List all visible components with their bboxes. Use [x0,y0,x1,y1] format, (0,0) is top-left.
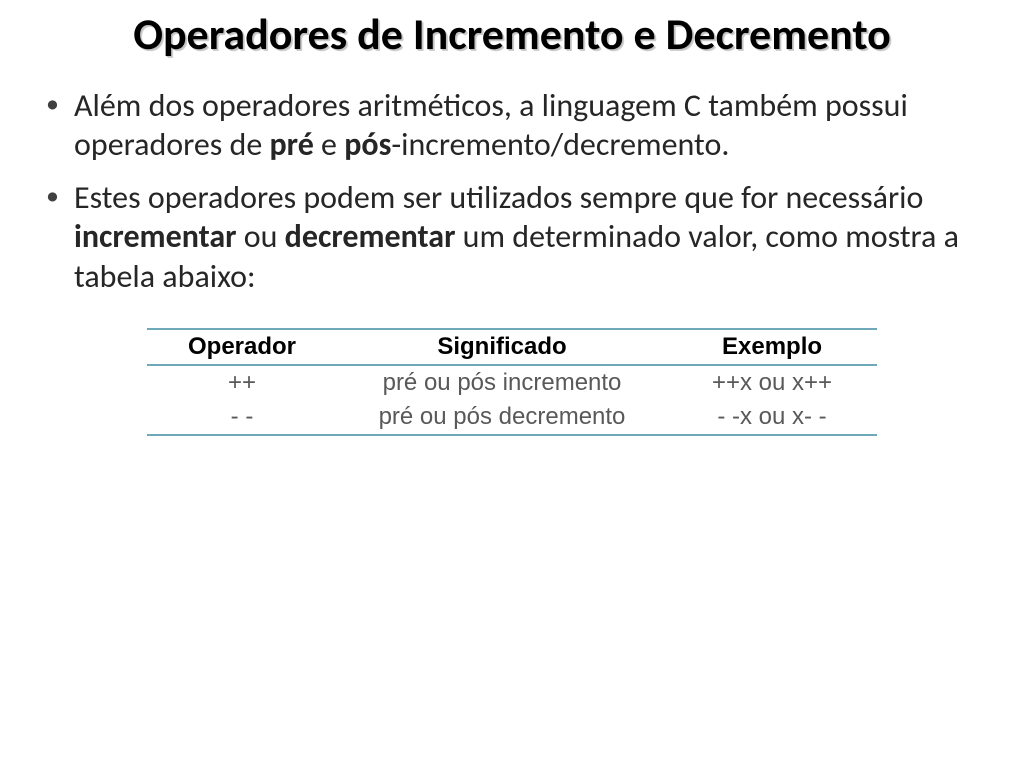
operators-table: Operador Significado Exemplo ++ pré ou p… [147,328,877,436]
table-header-row: Operador Significado Exemplo [147,329,877,365]
col-header-significado: Significado [337,329,667,365]
col-header-operador: Operador [147,329,337,365]
cell-significado: pré ou pós incremento [337,365,667,400]
table-row: ++ pré ou pós incremento ++x ou x++ [147,365,877,400]
bullet-item: Estes operadores podem ser utilizados se… [74,178,984,295]
bullet-item: Além dos operadores aritméticos, a lingu… [74,86,984,164]
operators-table-wrap: Operador Significado Exemplo ++ pré ou p… [40,328,984,436]
cell-exemplo: - -x ou x- - [667,400,877,435]
cell-exemplo: ++x ou x++ [667,365,877,400]
slide-title: Operadores de Incremento e Decremento [40,10,984,58]
col-header-exemplo: Exemplo [667,329,877,365]
table-row: - - pré ou pós decremento - -x ou x- - [147,400,877,435]
cell-operador: - - [147,400,337,435]
bullet-list: Além dos operadores aritméticos, a lingu… [40,86,984,295]
cell-operador: ++ [147,365,337,400]
cell-significado: pré ou pós decremento [337,400,667,435]
slide-content: Operadores de Incremento e Decremento Al… [0,0,1024,456]
